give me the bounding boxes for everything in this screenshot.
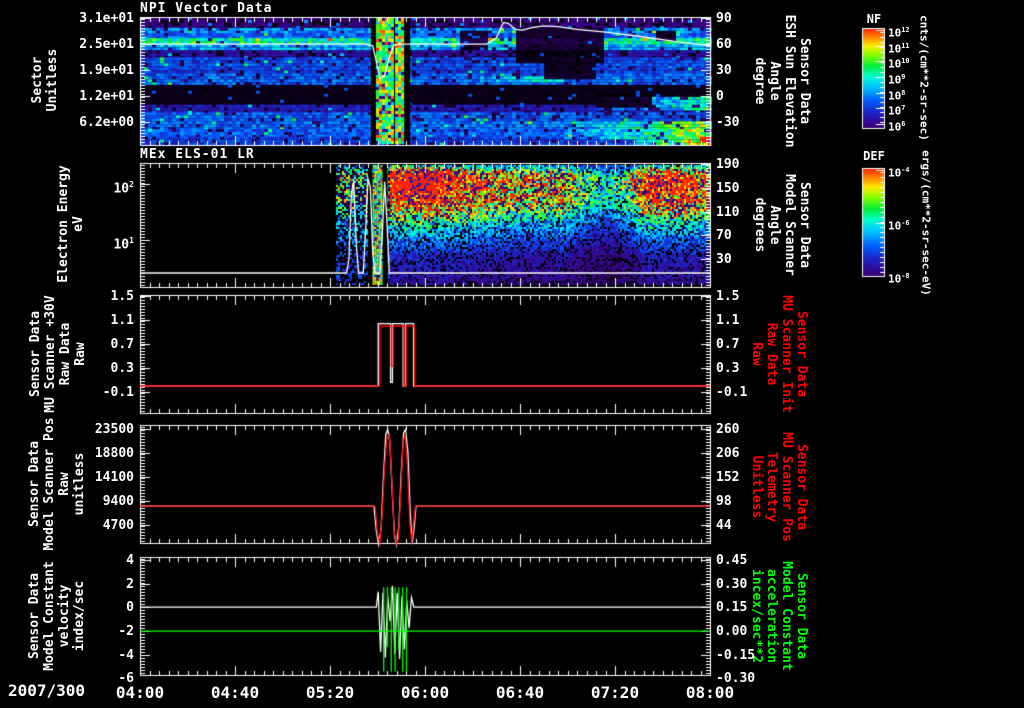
panel0-left-tick: 6.2e+00 bbox=[79, 115, 134, 130]
time-axis-label: 04:40 bbox=[210, 683, 260, 702]
time-axis-label: 06:40 bbox=[495, 683, 545, 702]
panel3-right-tick: 206 bbox=[716, 446, 740, 461]
time-axis-label: 04:00 bbox=[115, 683, 165, 702]
panel4-left-tick: -4 bbox=[118, 648, 134, 663]
panel0-right-tick: 90 bbox=[716, 11, 732, 26]
colorbar-NF-tick: 1012 bbox=[888, 26, 910, 40]
panel4-right-tick: -0.30 bbox=[716, 671, 756, 686]
panel2-right-tick: 1.1 bbox=[716, 313, 740, 328]
panel4-right-tick: 0.45 bbox=[716, 553, 748, 568]
panel1-right-tick: 110 bbox=[716, 205, 740, 220]
panel0-right-tick: -30 bbox=[716, 115, 740, 130]
date-label: 2007/300 bbox=[8, 681, 86, 700]
panel3-right-tick: 98 bbox=[716, 494, 732, 509]
axis-caption-line: Sensor Data bbox=[794, 310, 809, 398]
colorbar-DEF-tick: 10-6 bbox=[888, 219, 910, 233]
panel2-left-tick: -0.1 bbox=[102, 385, 134, 400]
panel1-left-tick: 101 bbox=[113, 236, 134, 253]
panel4-left-tick: -2 bbox=[118, 624, 134, 639]
panel2-left-tick: 0.3 bbox=[110, 361, 134, 376]
panel0-left-tick: 3.1e+01 bbox=[79, 11, 134, 26]
panel2-right-tick: 0.3 bbox=[716, 361, 740, 376]
panel0-right-tick: 60 bbox=[716, 37, 732, 52]
panel4-left-tick: -6 bbox=[118, 671, 134, 686]
axis-caption-line: Sensor Data bbox=[797, 37, 812, 125]
axis-caption-line: Sensor Data bbox=[794, 572, 809, 660]
axis-caption-line: Sensor Data bbox=[797, 181, 812, 269]
colorbar-name-def: DEF bbox=[863, 149, 885, 163]
panel2-left-tick: 1.1 bbox=[110, 313, 134, 328]
axis-caption-line: Sensor Data bbox=[794, 443, 809, 531]
panel1-right-tick: 190 bbox=[716, 157, 740, 172]
panel3-left-tick: 23500 bbox=[94, 422, 134, 437]
panel2-right-tick: 1.5 bbox=[716, 289, 740, 304]
panel2-left-tick: 0.7 bbox=[110, 337, 134, 352]
panel3-left-tick: 14100 bbox=[94, 470, 134, 485]
panel0-right-tick: 0 bbox=[716, 89, 724, 104]
time-axis-label: 08:00 bbox=[685, 683, 735, 702]
panel3-left-tick: 18800 bbox=[94, 446, 134, 461]
panel-title-npi: NPI Vector Data bbox=[140, 1, 273, 16]
panel2-left-tick: 1.5 bbox=[110, 289, 134, 304]
panel4-right-tick: 0.30 bbox=[716, 577, 748, 592]
panel4-right-tick: 0.00 bbox=[716, 624, 748, 639]
colorbar-name-nf: NF bbox=[866, 12, 882, 26]
panel4-left-tick: 2 bbox=[126, 577, 134, 592]
panel1-right-tick: 70 bbox=[716, 228, 732, 243]
time-axis-label: 07:20 bbox=[590, 683, 640, 702]
colorbar-NF-tick: 1011 bbox=[888, 42, 910, 56]
panel4-left-tick: 4 bbox=[126, 553, 134, 568]
panel3-right-tick: 44 bbox=[716, 518, 732, 533]
panel4-right-tick: -0.15 bbox=[716, 648, 756, 663]
panel0-left-tick: 1.9e+01 bbox=[79, 63, 134, 78]
panel3-right-tick: 152 bbox=[716, 470, 740, 485]
panel0-left-tick: 2.5e+01 bbox=[79, 37, 134, 52]
panel3-left-tick: 4700 bbox=[102, 518, 134, 533]
colorbar-NF-tick: 109 bbox=[888, 73, 906, 87]
time-axis-label: 06:00 bbox=[400, 683, 450, 702]
colorbar-NF-tick: 106 bbox=[888, 120, 906, 134]
panel3-right-tick: 260 bbox=[716, 422, 740, 437]
panel2-right-tick: -0.1 bbox=[716, 385, 748, 400]
colorbar-DEF-tick: 10-8 bbox=[888, 272, 910, 286]
colorbar-NF-tick: 107 bbox=[888, 104, 906, 118]
panel2-right-tick: 0.7 bbox=[716, 337, 740, 352]
panel0-right-tick: 30 bbox=[716, 63, 732, 78]
colorbar-DEF-tick: 10-4 bbox=[888, 166, 910, 180]
panel0-left-tick: 1.2e+01 bbox=[79, 89, 134, 104]
panel-title-els: MEx ELS-01 LR bbox=[140, 147, 255, 162]
panel1-right-tick: 150 bbox=[716, 181, 740, 196]
time-axis-label: 05:20 bbox=[305, 683, 355, 702]
panel1-right-tick: 30 bbox=[716, 252, 732, 267]
colorbar-NF-tick: 1010 bbox=[888, 57, 910, 71]
panel4-left-tick: 0 bbox=[126, 600, 134, 615]
panel1-left-tick: 102 bbox=[113, 180, 134, 197]
panel3-left-tick: 9400 bbox=[102, 494, 134, 509]
colorbar-NF-tick: 108 bbox=[888, 89, 906, 103]
panel4-right-tick: 0.15 bbox=[716, 600, 748, 615]
